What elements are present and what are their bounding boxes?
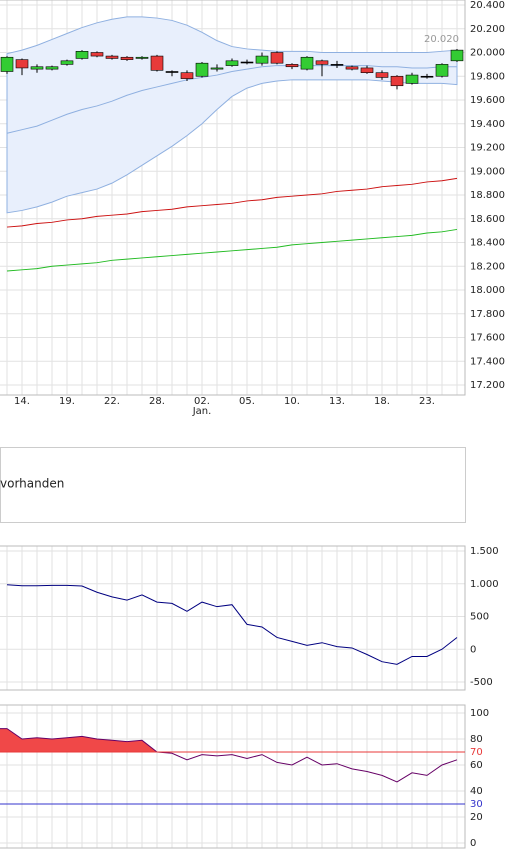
y-tick-label: 18.800 <box>470 190 505 201</box>
x-tick-label: 22. <box>104 396 120 407</box>
candle-body <box>240 61 254 64</box>
candle-body <box>360 67 374 73</box>
y-tick-label: 17.600 <box>470 333 505 344</box>
candle-body <box>390 75 404 87</box>
y-tick-label: 18.200 <box>470 261 505 272</box>
y-tick-label: 18.000 <box>470 285 505 296</box>
candle-body <box>300 56 314 70</box>
candle-body <box>435 64 449 77</box>
candle-body <box>15 59 29 69</box>
x-tick-label: 18. <box>374 396 390 407</box>
x-tick-label: 02. <box>194 396 210 407</box>
moving-average <box>6 177 458 228</box>
overbought-area <box>0 728 457 752</box>
x-tick-label: 14. <box>14 396 30 407</box>
y-tick-label: 60 <box>470 760 483 771</box>
y-tick-label: 100 <box>470 708 489 719</box>
candle-body <box>225 60 239 66</box>
y-tick-label: 1.500 <box>470 546 499 557</box>
y-tick-label: 17.200 <box>470 380 505 391</box>
candle-body <box>330 64 344 66</box>
candle-body <box>345 66 359 70</box>
last-price-label: 20.020 <box>424 34 459 45</box>
y-tick-label: 1.000 <box>470 579 499 590</box>
candle-body <box>90 52 104 57</box>
y-tick-label: 500 <box>470 612 489 623</box>
candle-body <box>75 51 89 59</box>
candle-body <box>420 75 434 78</box>
y-tick-label: 17.400 <box>470 356 505 367</box>
candle-body <box>150 55 164 71</box>
y-tick-label: 0 <box>470 644 476 655</box>
candle-body <box>120 56 134 60</box>
candle-body <box>270 52 284 64</box>
y-tick-label: 19.400 <box>470 119 505 130</box>
notice-text: vorhanden <box>0 477 64 491</box>
y-tick-label: 20.200 <box>470 24 505 35</box>
candle-body <box>315 60 329 65</box>
x-tick-label: 23. <box>419 396 435 407</box>
candle-body <box>30 66 44 70</box>
moving-average <box>6 228 458 272</box>
bollinger-middle <box>6 65 457 134</box>
x-annotation: Jan. <box>192 406 212 417</box>
y-tick-label: 0 <box>470 838 476 849</box>
candle-body <box>135 56 149 59</box>
reference-label: 70 <box>470 747 483 758</box>
candle-body <box>285 64 299 68</box>
candle-body <box>255 55 269 64</box>
notice-box <box>0 447 466 523</box>
y-tick-label: 40 <box>470 786 483 797</box>
x-tick-label: 19. <box>59 396 75 407</box>
candle-body <box>180 72 194 79</box>
candle-body <box>375 72 389 78</box>
x-tick-label: 10. <box>284 396 300 407</box>
candle-body <box>210 67 224 70</box>
y-tick-label: 20.400 <box>470 0 505 11</box>
y-tick-label: -500 <box>470 677 493 688</box>
candle-body <box>105 55 119 59</box>
x-tick-label: 05. <box>239 396 255 407</box>
y-tick-label: 19.600 <box>470 95 505 106</box>
y-tick-label: 18.400 <box>470 238 505 249</box>
x-tick-label: 13. <box>329 396 345 407</box>
plot-frame <box>0 545 466 691</box>
y-tick-label: 18.600 <box>470 214 505 225</box>
y-tick-label: 19.800 <box>470 71 505 82</box>
y-tick-label: 20.000 <box>470 48 505 59</box>
candle-body <box>195 62 209 77</box>
y-tick-label: 19.000 <box>470 166 505 177</box>
candle-body <box>405 74 419 84</box>
candle-body <box>60 60 74 65</box>
x-tick-label: 28. <box>149 396 165 407</box>
plot-frame <box>0 0 466 396</box>
y-tick-label: 17.800 <box>470 309 505 320</box>
rsi-line <box>0 728 458 783</box>
y-tick-label: 20 <box>470 812 483 823</box>
candle-body <box>165 71 179 73</box>
plot-frame <box>0 704 466 849</box>
y-tick-label: 80 <box>470 734 483 745</box>
indicator-line <box>6 584 458 665</box>
reference-label: 30 <box>470 799 483 810</box>
y-tick-label: 19.200 <box>470 143 505 154</box>
candle-body <box>45 66 59 70</box>
candle-body <box>450 49 464 62</box>
candle-body <box>0 56 14 72</box>
